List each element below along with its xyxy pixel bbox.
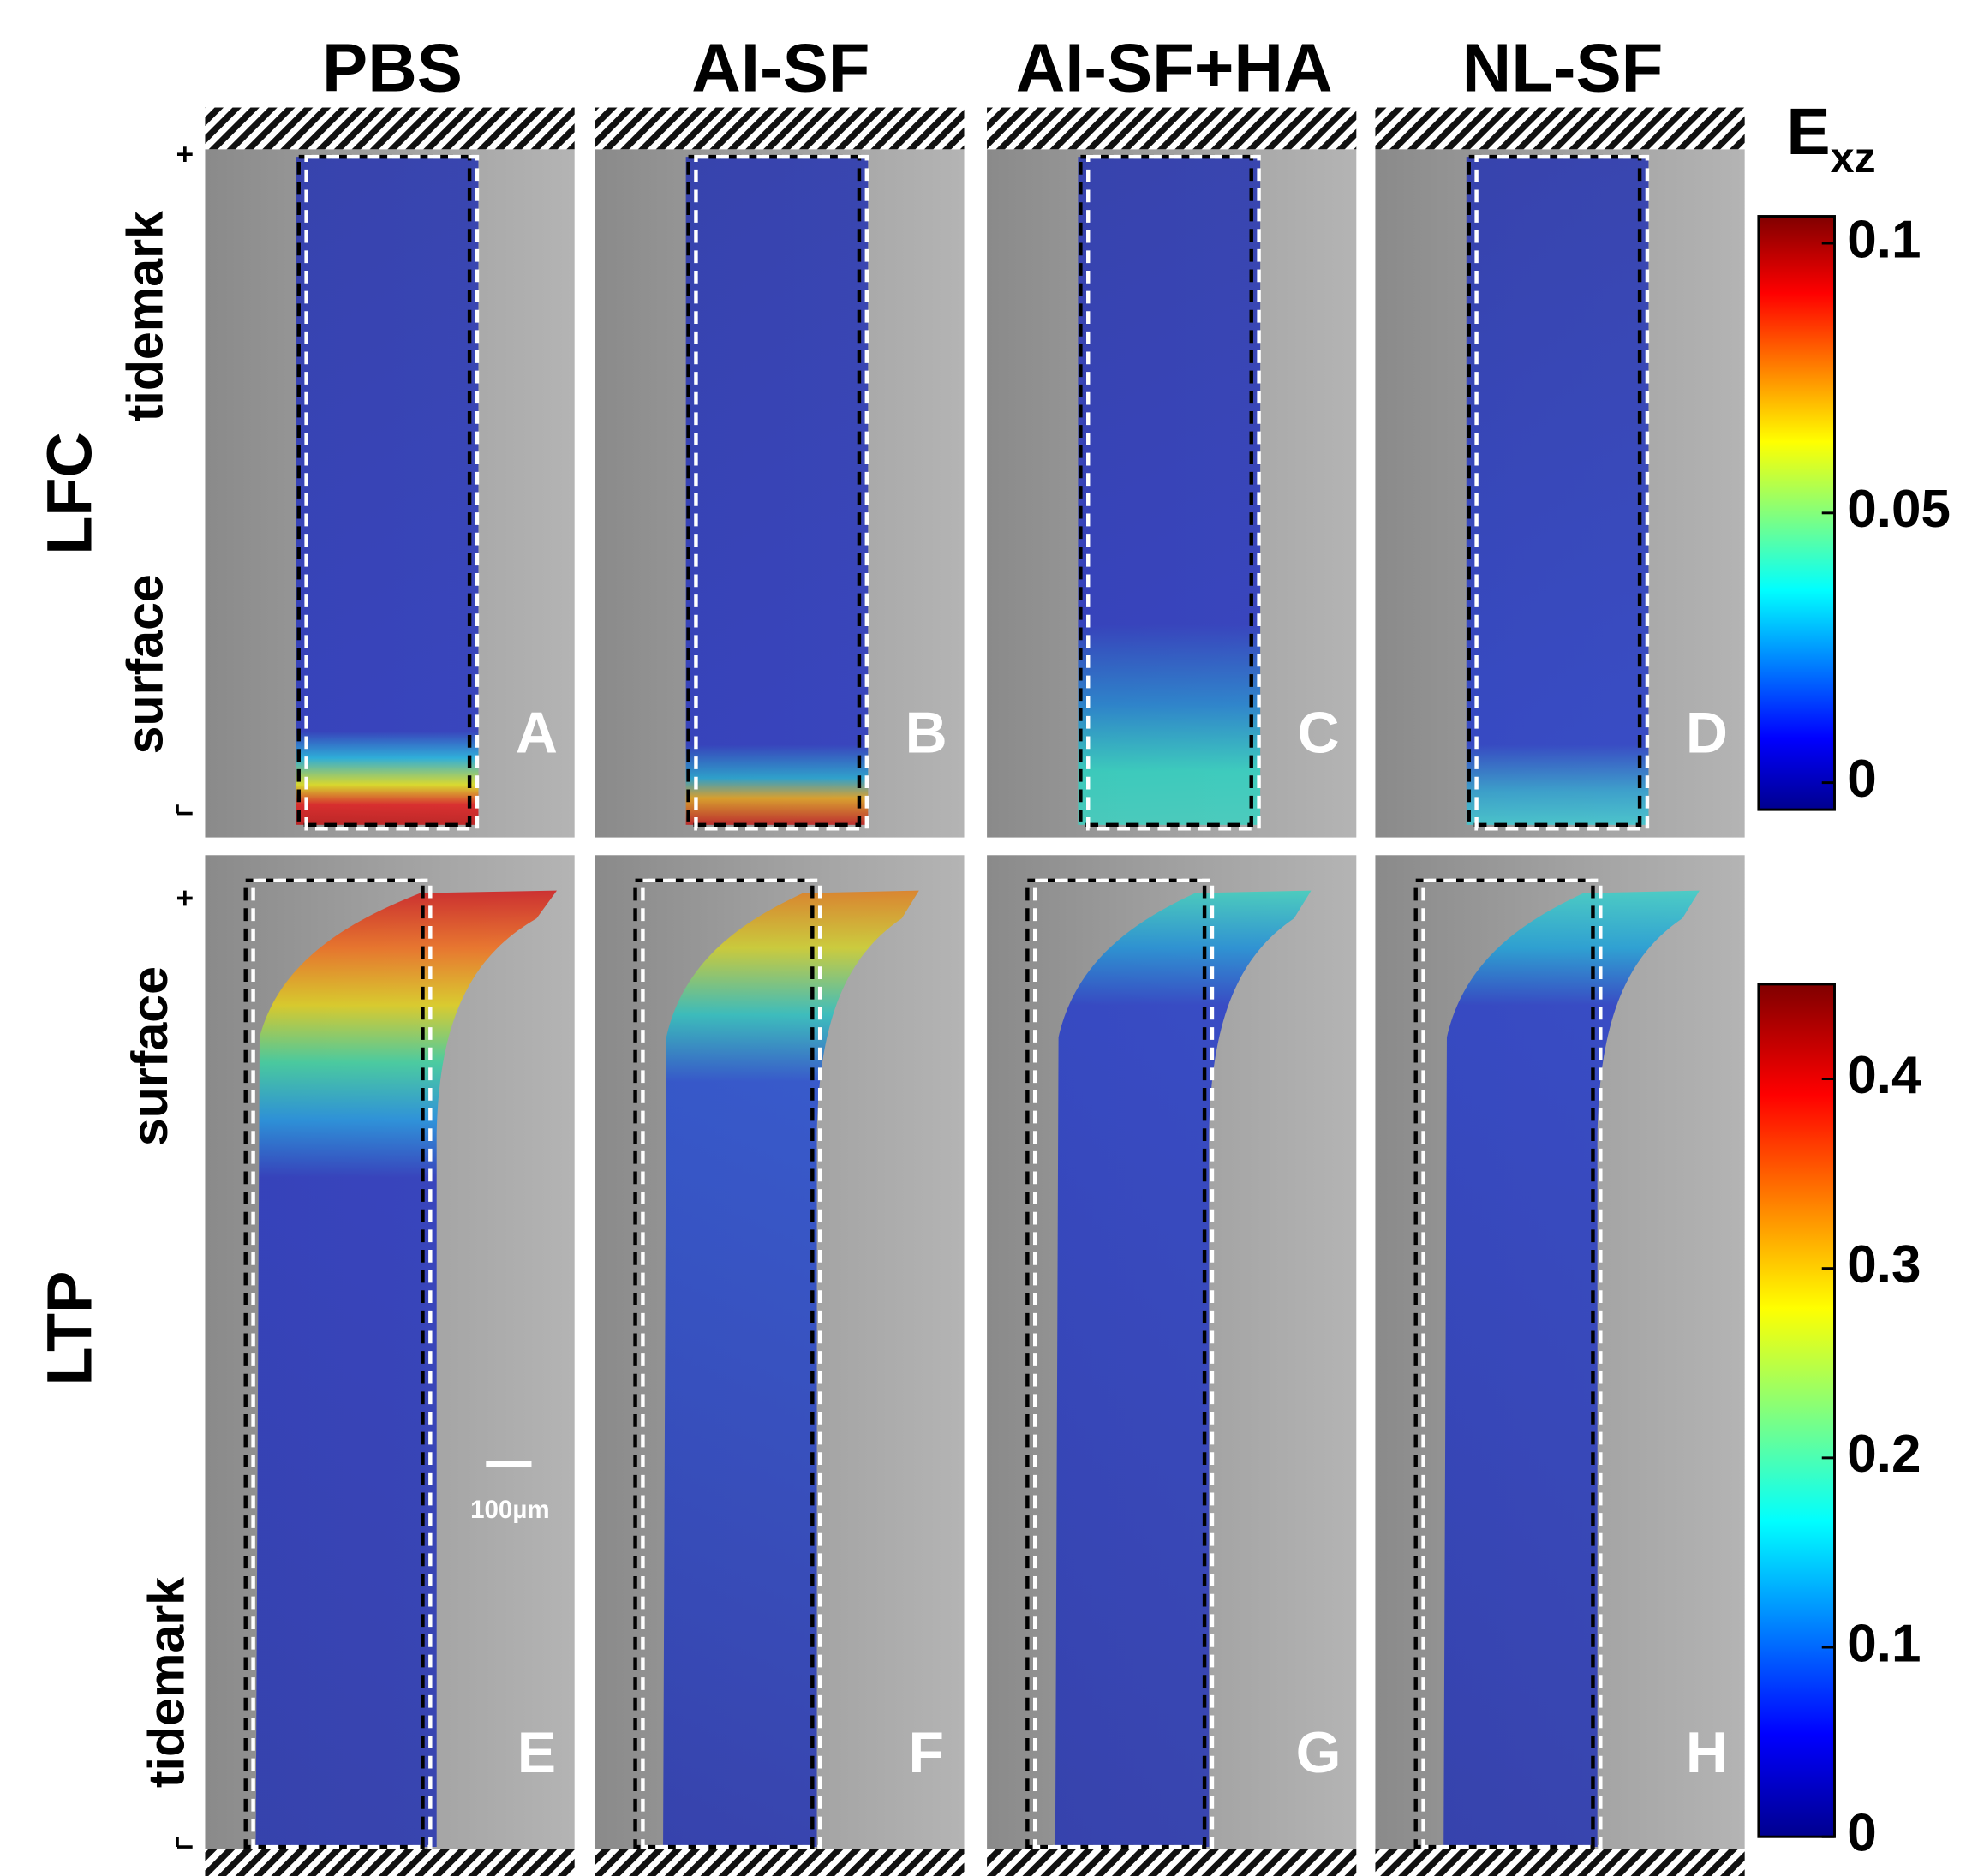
- panel-letter: G: [1296, 1721, 1342, 1785]
- symbol: E: [1786, 95, 1830, 169]
- panel-letter: F: [908, 1721, 943, 1785]
- row-label: LTP: [34, 1271, 105, 1386]
- row-label: LFC: [34, 432, 105, 555]
- subscript: xz: [1831, 134, 1876, 182]
- roi-white: [694, 154, 869, 831]
- depth-marker: tidemark: [117, 211, 173, 421]
- roi-white: [1421, 878, 1603, 1849]
- panel: C: [987, 149, 1357, 838]
- panel: B: [595, 149, 965, 838]
- hatch: [205, 1849, 575, 1876]
- roi-white: [1474, 154, 1650, 831]
- strain-overlay: [685, 157, 869, 825]
- strain-overlay: [663, 890, 919, 1848]
- strain-overlay: [296, 157, 479, 825]
- colorbar-title: Exz: [1786, 95, 1875, 182]
- panel-letter: B: [905, 702, 947, 766]
- scale-label: 100µm: [470, 1496, 550, 1524]
- panel-letter: A: [516, 702, 558, 766]
- depth-marker: tidemark: [138, 1577, 194, 1788]
- colorbar-tick-label: 0: [1847, 1804, 1876, 1863]
- colorbar-ticks: 0 0.05 0.1 0 0.1 0.2 0.3 0.4: [1821, 210, 1951, 1863]
- roi-black: [1467, 154, 1642, 827]
- panel: F: [595, 855, 965, 1849]
- colorbar: [1757, 983, 1836, 1838]
- hatch: [595, 1849, 965, 1876]
- panel-letter: D: [1686, 702, 1728, 766]
- scale-bar: [486, 1461, 532, 1468]
- roi-white: [251, 878, 433, 1849]
- strain-overlay: [1466, 157, 1649, 825]
- hatch: [1375, 107, 1745, 150]
- panel-letter: C: [1297, 702, 1339, 766]
- panel-letter: H: [1686, 1721, 1728, 1785]
- depth-marker: surface: [122, 966, 178, 1146]
- colorbar-tick-label: 0.05: [1847, 480, 1951, 539]
- strain-overlay: [1078, 157, 1261, 825]
- panel: E: [205, 855, 575, 1849]
- strain-overlay: [1443, 890, 1700, 1848]
- column-header: AI-SF: [691, 29, 869, 105]
- panel: G: [987, 855, 1357, 1849]
- hatch: [595, 107, 965, 150]
- hatch: [987, 1849, 1357, 1876]
- roi-white: [641, 878, 822, 1849]
- panel: A: [205, 149, 575, 838]
- column-header: AI-SF+HA: [1016, 29, 1333, 105]
- colorbar-tick-label: 0.2: [1847, 1425, 1921, 1484]
- hatch: [1375, 1849, 1745, 1876]
- strain-overlay: [255, 890, 558, 1848]
- column-header: NL-SF: [1462, 29, 1664, 105]
- colorbar-tick-label: 0.3: [1847, 1235, 1921, 1294]
- column-header: PBS: [322, 29, 463, 105]
- roi-white: [304, 154, 480, 831]
- roi-white: [1032, 878, 1215, 1849]
- roi-black: [296, 154, 472, 827]
- depth-arrows: [176, 146, 193, 1849]
- roi-white: [1086, 154, 1261, 831]
- colorbar-tick-label: 0.1: [1847, 1614, 1921, 1673]
- panel: H: [1375, 855, 1745, 1849]
- roi-black: [686, 154, 862, 827]
- depth-marker: surface: [117, 574, 173, 754]
- panel: D: [1375, 149, 1745, 838]
- colorbar-tick-label: 0.1: [1847, 210, 1921, 269]
- panel-letter: E: [517, 1721, 556, 1785]
- colorbar-tick-label: 0.4: [1847, 1046, 1921, 1105]
- hatch: [987, 107, 1357, 150]
- strain-overlay: [1055, 890, 1312, 1848]
- roi-black: [1079, 154, 1253, 827]
- colorbar-tick-label: 0: [1847, 750, 1876, 809]
- hatch: [205, 107, 575, 150]
- panels: A B C D E F G H: [205, 107, 1745, 1876]
